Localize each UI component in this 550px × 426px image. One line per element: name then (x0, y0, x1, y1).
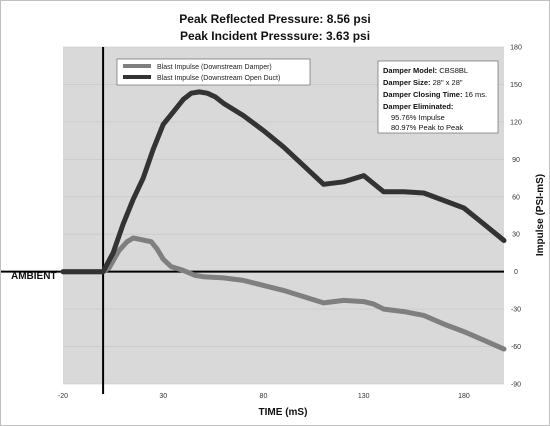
chart-title: Peak Reflected Pressure: 8.56 psi (179, 12, 370, 26)
x-tick-label: 180 (458, 393, 470, 400)
y-tick-label: 60 (512, 194, 520, 201)
legend-box (116, 58, 311, 86)
y-tick-label: 90 (512, 157, 520, 164)
info-size: Damper Size: 28" x 28" (383, 78, 463, 87)
y-axis-title: Impulse (PSI-mS) (535, 174, 546, 256)
y-axis-ticks: 180 150 120 90 60 30 0 -30 -60 -90 (510, 45, 522, 389)
chart-subtitle: Peak Incident Presssure: 3.63 psi (180, 29, 370, 43)
info-peak-percent: 80.97% Peak to Peak (391, 123, 463, 132)
damper-info-box: Damper Model: CBS8BL Damper Size: 28" x … (377, 60, 499, 134)
y-tick-label: -30 (511, 307, 521, 314)
legend-label-damper: Blast Impulse (Downstream Damper) (157, 64, 272, 71)
info-impulse-percent: 95.76% Impulse (391, 113, 445, 122)
series-line-1 (60, 89, 507, 275)
y-tick-label: 30 (512, 232, 520, 239)
x-axis-ticks: -20 30 80 130 180 (58, 393, 470, 400)
legend-label-open-duct: Blast Impulse (Downstream Open Duct) (157, 75, 280, 82)
info-box-frame (377, 60, 499, 134)
legend: Blast Impulse (Downstream Damper) Blast … (116, 58, 311, 86)
y-tick-label: 150 (510, 82, 522, 89)
x-tick-label: 80 (260, 393, 268, 400)
y-tick-label: 0 (514, 269, 518, 276)
x-axis-title: TIME (mS) (259, 407, 308, 418)
y-tick-label: -90 (511, 382, 521, 389)
y-tick-label: -60 (511, 344, 521, 351)
y-tick-label: 120 (510, 119, 522, 126)
ambient-label: AMBIENT (11, 271, 57, 282)
series-line-0 (60, 235, 507, 352)
y-tick-label: 180 (510, 45, 522, 52)
info-eliminated-heading: Damper Eliminated: (383, 102, 453, 111)
info-model: Damper Model: CBS8BL (383, 66, 468, 75)
x-tick-label: 130 (358, 393, 370, 400)
info-closing-time: Damper Closing Time: 16 ms. (383, 90, 487, 99)
x-tick-label: 30 (159, 393, 167, 400)
series-layer (60, 89, 507, 352)
x-tick-label: -20 (58, 393, 68, 400)
